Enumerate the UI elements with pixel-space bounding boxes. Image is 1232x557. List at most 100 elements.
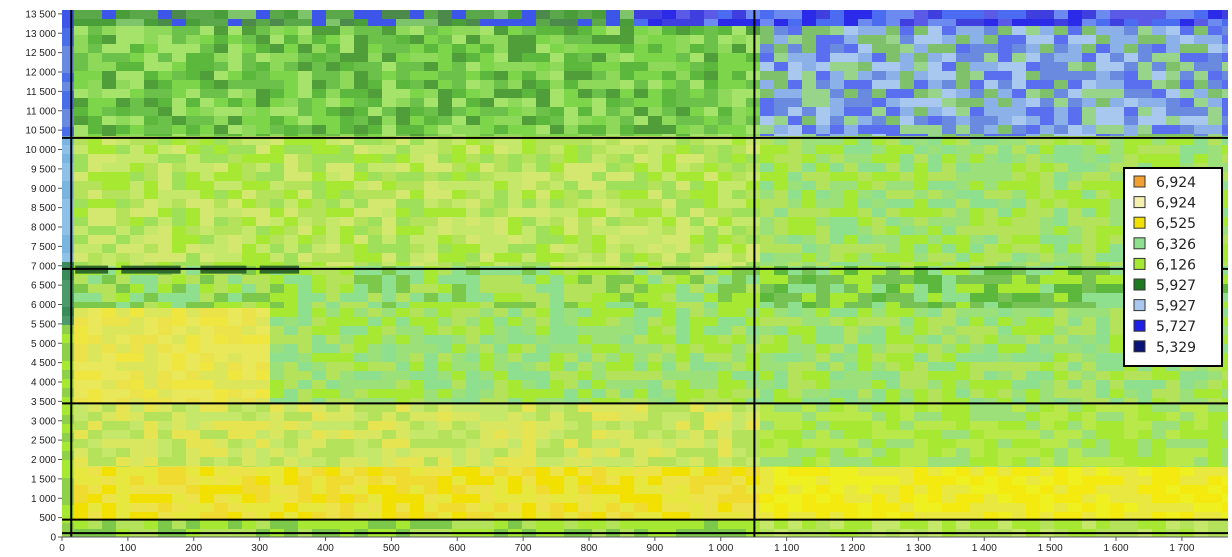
heatmap-cell bbox=[634, 362, 648, 371]
heatmap-cell bbox=[284, 71, 298, 80]
heatmap-cell bbox=[88, 89, 102, 98]
heatmap-cell bbox=[1068, 284, 1082, 293]
heatmap-cell bbox=[1040, 89, 1054, 98]
heatmap-cell bbox=[550, 89, 564, 98]
heatmap-cell bbox=[1082, 466, 1096, 467]
heatmap-cell bbox=[186, 412, 200, 421]
heatmap-cell bbox=[368, 226, 382, 235]
heatmap-cell bbox=[88, 439, 102, 448]
heatmap-cell bbox=[172, 317, 186, 326]
heatmap-cell bbox=[1082, 275, 1096, 284]
heatmap-cell bbox=[536, 163, 550, 172]
heatmap-cell bbox=[872, 380, 886, 389]
heatmap-cell bbox=[788, 181, 802, 190]
heatmap-cell bbox=[116, 134, 130, 136]
heatmap-cell bbox=[480, 208, 494, 217]
heatmap-cell bbox=[214, 439, 228, 448]
heatmap-cell bbox=[1222, 371, 1228, 380]
heatmap-cell bbox=[676, 98, 690, 107]
heatmap-cell bbox=[130, 134, 144, 136]
heatmap-cell bbox=[984, 398, 998, 403]
heatmap-cell bbox=[620, 172, 634, 181]
heatmap-cell bbox=[1138, 503, 1152, 512]
heatmap-cell bbox=[102, 107, 116, 116]
heatmap-cell bbox=[928, 448, 942, 457]
heatmap-cell bbox=[900, 107, 914, 116]
heatmap-cell bbox=[228, 89, 242, 98]
heatmap-cell bbox=[802, 412, 816, 421]
heatmap-cell bbox=[746, 98, 760, 107]
heatmap-cell bbox=[928, 71, 942, 80]
heatmap-cell bbox=[746, 10, 760, 19]
heatmap-cell bbox=[298, 293, 312, 302]
heatmap-cell bbox=[1138, 389, 1152, 398]
heatmap-cell bbox=[1068, 380, 1082, 389]
heatmap-cell bbox=[480, 125, 494, 134]
heatmap-cell bbox=[410, 275, 424, 284]
heatmap-cell bbox=[438, 344, 452, 353]
heatmap-cell bbox=[74, 116, 88, 125]
heatmap-cell bbox=[858, 362, 872, 371]
heatmap-cell bbox=[592, 275, 606, 284]
heatmap-cell bbox=[1096, 253, 1110, 262]
heatmap-cell bbox=[368, 235, 382, 244]
heatmap-cell bbox=[1068, 302, 1082, 308]
heatmap-cell bbox=[214, 494, 228, 503]
heatmap-cell bbox=[942, 439, 956, 448]
heatmap-cell bbox=[116, 154, 130, 163]
heatmap-cell bbox=[158, 494, 172, 503]
heatmap-cell bbox=[620, 430, 634, 439]
heatmap-cell bbox=[130, 44, 144, 53]
heatmap-cell bbox=[438, 266, 452, 275]
heatmap-cell bbox=[438, 430, 452, 439]
heatmap-cell bbox=[340, 326, 354, 335]
heatmap-cell bbox=[102, 353, 116, 362]
heatmap-cell bbox=[802, 275, 816, 284]
heatmap-cell bbox=[410, 448, 424, 457]
heatmap-cell bbox=[690, 80, 704, 89]
heatmap-cell bbox=[326, 266, 340, 275]
heatmap-cell bbox=[858, 344, 872, 353]
heatmap-cell bbox=[130, 512, 144, 520]
heatmap-cell bbox=[130, 308, 144, 317]
heatmap-cell bbox=[970, 116, 984, 125]
heatmap-cell bbox=[914, 136, 928, 145]
heatmap-cell bbox=[256, 125, 270, 134]
heatmap-cell bbox=[242, 44, 256, 53]
heatmap-cell bbox=[340, 181, 354, 190]
heatmap-cell bbox=[984, 253, 998, 262]
heatmap-cell bbox=[312, 302, 326, 308]
heatmap-cell bbox=[928, 266, 942, 275]
heatmap-cell bbox=[312, 421, 326, 430]
heatmap-cell bbox=[214, 371, 228, 380]
heatmap-cell bbox=[508, 172, 522, 181]
heatmap-cell bbox=[928, 335, 942, 344]
heatmap-cell bbox=[186, 26, 200, 35]
heatmap-cell bbox=[788, 190, 802, 199]
heatmap-cell bbox=[1166, 439, 1180, 448]
heatmap-cell bbox=[1208, 116, 1222, 125]
heatmap-cell bbox=[970, 430, 984, 439]
heatmap-cell bbox=[284, 10, 298, 19]
heatmap-cell bbox=[354, 190, 368, 199]
heatmap-cell bbox=[368, 371, 382, 380]
heatmap-cell bbox=[396, 136, 410, 145]
heatmap-cell bbox=[102, 217, 116, 226]
heatmap-cell bbox=[662, 10, 676, 19]
heatmap-cell bbox=[564, 98, 578, 107]
heatmap-cell bbox=[186, 389, 200, 398]
heatmap-cell bbox=[74, 208, 88, 217]
heatmap-cell bbox=[564, 181, 578, 190]
heatmap-cell bbox=[578, 134, 592, 136]
heatmap-cell bbox=[690, 457, 704, 466]
heatmap-cell bbox=[914, 403, 928, 412]
heatmap-cell bbox=[970, 503, 984, 512]
heatmap-cell bbox=[760, 98, 774, 107]
heatmap-cell bbox=[116, 503, 130, 512]
heatmap-cell bbox=[774, 71, 788, 80]
heatmap-cell bbox=[858, 71, 872, 80]
heatmap-cell bbox=[592, 457, 606, 466]
heatmap-cell bbox=[368, 253, 382, 262]
heatmap-cell bbox=[326, 284, 340, 293]
heatmap-cell bbox=[662, 125, 676, 134]
